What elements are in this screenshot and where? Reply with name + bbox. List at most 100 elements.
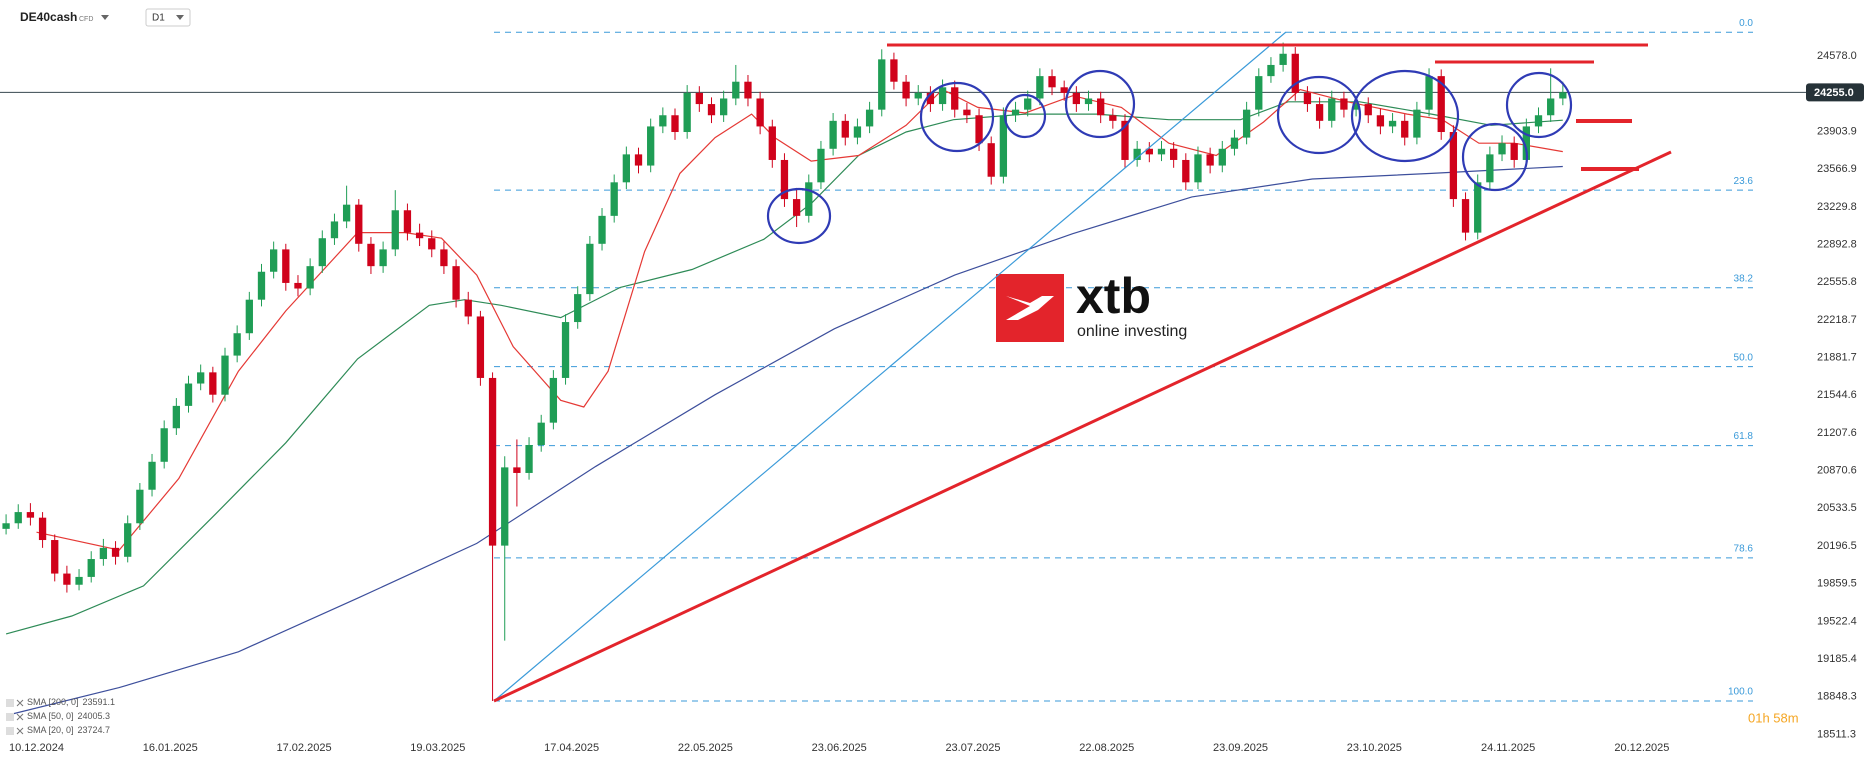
candle-body bbox=[1194, 154, 1202, 183]
candle-body bbox=[282, 249, 290, 283]
y-tick-label: 21881.7 bbox=[1817, 352, 1857, 364]
legend-close[interactable] bbox=[16, 727, 24, 735]
candle-body bbox=[707, 104, 716, 116]
highlight-ellipse bbox=[1003, 93, 1047, 139]
highlight-ellipse bbox=[1461, 122, 1529, 192]
timeframe-box[interactable] bbox=[145, 8, 191, 27]
candle-body bbox=[805, 182, 813, 216]
candle-body bbox=[1559, 92, 1567, 99]
candle-body bbox=[1534, 115, 1543, 127]
candle-body bbox=[841, 120, 849, 138]
candle-body bbox=[1133, 148, 1141, 160]
candle-body bbox=[476, 316, 485, 378]
fib-label: 100.0 bbox=[1728, 687, 1753, 698]
highlight-ellipse bbox=[766, 187, 832, 245]
logo-tagline: online investing bbox=[1077, 323, 1187, 340]
candle-body bbox=[1498, 143, 1506, 155]
candle-body bbox=[1425, 76, 1433, 110]
legend-value: 23724.7 bbox=[78, 725, 111, 735]
y-tick-label: 23566.9 bbox=[1817, 163, 1857, 175]
candle-body bbox=[513, 467, 521, 473]
candle-body bbox=[306, 266, 314, 289]
candle-body bbox=[951, 87, 959, 110]
candle-body bbox=[160, 428, 168, 462]
legend-close[interactable] bbox=[16, 713, 24, 721]
candle-body bbox=[525, 445, 533, 473]
candle-body bbox=[598, 215, 606, 244]
legend-close[interactable] bbox=[16, 699, 24, 707]
candle-body bbox=[1170, 148, 1178, 160]
candle-body bbox=[1315, 104, 1324, 121]
candle-body bbox=[1036, 76, 1044, 99]
annotations bbox=[493, 31, 1672, 703]
y-tick-label: 23903.9 bbox=[1817, 125, 1857, 137]
candle-body bbox=[561, 322, 570, 378]
candle-body bbox=[1461, 199, 1470, 233]
candles bbox=[2, 42, 1567, 701]
trend-line bbox=[493, 150, 1672, 703]
candle-body bbox=[902, 81, 910, 99]
fib-label: 23.6 bbox=[1734, 176, 1754, 187]
candle-body bbox=[172, 405, 180, 429]
x-tick-label: 22.05.2025 bbox=[678, 742, 733, 754]
candle-body bbox=[184, 383, 193, 406]
candle-body bbox=[853, 126, 862, 138]
candle-body bbox=[792, 199, 801, 216]
candle-body bbox=[391, 210, 399, 250]
y-tick-label: 20196.5 bbox=[1817, 540, 1857, 552]
y-tick-label: 19185.4 bbox=[1817, 653, 1857, 665]
candle-body bbox=[257, 271, 266, 300]
candle-body bbox=[1437, 76, 1445, 133]
timer: 01h 58m bbox=[1748, 710, 1799, 725]
candle-body bbox=[1522, 126, 1530, 160]
candle-body bbox=[987, 143, 995, 177]
candle-body bbox=[890, 59, 898, 82]
axes: 24578.0 23903.9 23566.9 23229.8 22892.8 22555… bbox=[9, 50, 1864, 754]
candle-body bbox=[501, 467, 509, 546]
logo: xtb online investing bbox=[996, 268, 1187, 342]
candle-body bbox=[1182, 159, 1190, 183]
candle-body bbox=[379, 249, 387, 267]
candle-body bbox=[999, 115, 1008, 177]
candle-body bbox=[1206, 154, 1214, 166]
dropdown-arrow[interactable] bbox=[101, 15, 109, 20]
candle-body bbox=[1388, 120, 1397, 127]
x-tick-label: 24.11.2025 bbox=[1481, 742, 1535, 754]
candle-body bbox=[1072, 92, 1080, 105]
x-tick-label: 19.03.2025 bbox=[410, 742, 465, 754]
candle-body bbox=[695, 92, 703, 105]
candle-body bbox=[586, 243, 594, 295]
candle-body bbox=[914, 92, 922, 99]
candle-body bbox=[1510, 143, 1518, 160]
candle-body bbox=[829, 120, 837, 149]
candle-body bbox=[865, 109, 874, 127]
candle-body bbox=[415, 232, 424, 239]
candle-body bbox=[318, 238, 326, 267]
y-tick-label: 22892.8 bbox=[1817, 239, 1857, 251]
fib-label: 50.0 bbox=[1734, 352, 1754, 363]
candle-body bbox=[537, 422, 545, 446]
legend-entry: SMA [50, 0] 24005.3 bbox=[27, 711, 110, 721]
candle-body bbox=[330, 221, 339, 239]
candle-body bbox=[294, 282, 302, 289]
candle-body bbox=[1413, 109, 1421, 138]
candle-body bbox=[1279, 53, 1287, 65]
candle-body bbox=[342, 204, 351, 222]
candle-body bbox=[63, 573, 71, 585]
candle-body bbox=[355, 204, 363, 244]
fib-label: 38.2 bbox=[1734, 273, 1754, 284]
candle-body bbox=[99, 547, 108, 560]
candle-body bbox=[148, 461, 156, 490]
candle-body bbox=[221, 355, 229, 395]
candle-body bbox=[1364, 104, 1372, 116]
candle-body bbox=[233, 333, 241, 356]
candle-body bbox=[963, 109, 971, 116]
candle-body bbox=[428, 238, 436, 250]
instrument-type: CFD bbox=[79, 16, 93, 23]
x-tick-label: 20.12.2025 bbox=[1614, 742, 1669, 754]
candle-body bbox=[732, 81, 740, 99]
candle-body bbox=[756, 98, 764, 127]
candle-body bbox=[270, 249, 278, 272]
logo-name: xtb bbox=[1076, 268, 1151, 324]
